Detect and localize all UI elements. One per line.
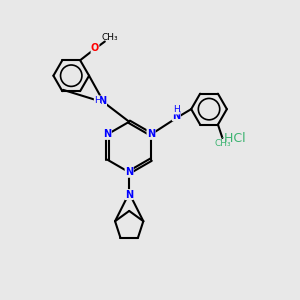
- Text: CH₃: CH₃: [214, 139, 231, 148]
- Text: N: N: [125, 167, 133, 177]
- Text: O: O: [91, 44, 99, 53]
- Text: ·HCl: ·HCl: [220, 132, 246, 145]
- Text: N: N: [172, 111, 180, 121]
- Text: N: N: [98, 96, 106, 106]
- Text: N: N: [147, 129, 155, 140]
- Text: H: H: [94, 97, 101, 106]
- Text: N: N: [103, 129, 111, 140]
- Text: CH₃: CH₃: [102, 34, 119, 43]
- Text: H: H: [173, 105, 180, 114]
- Text: N: N: [125, 190, 133, 200]
